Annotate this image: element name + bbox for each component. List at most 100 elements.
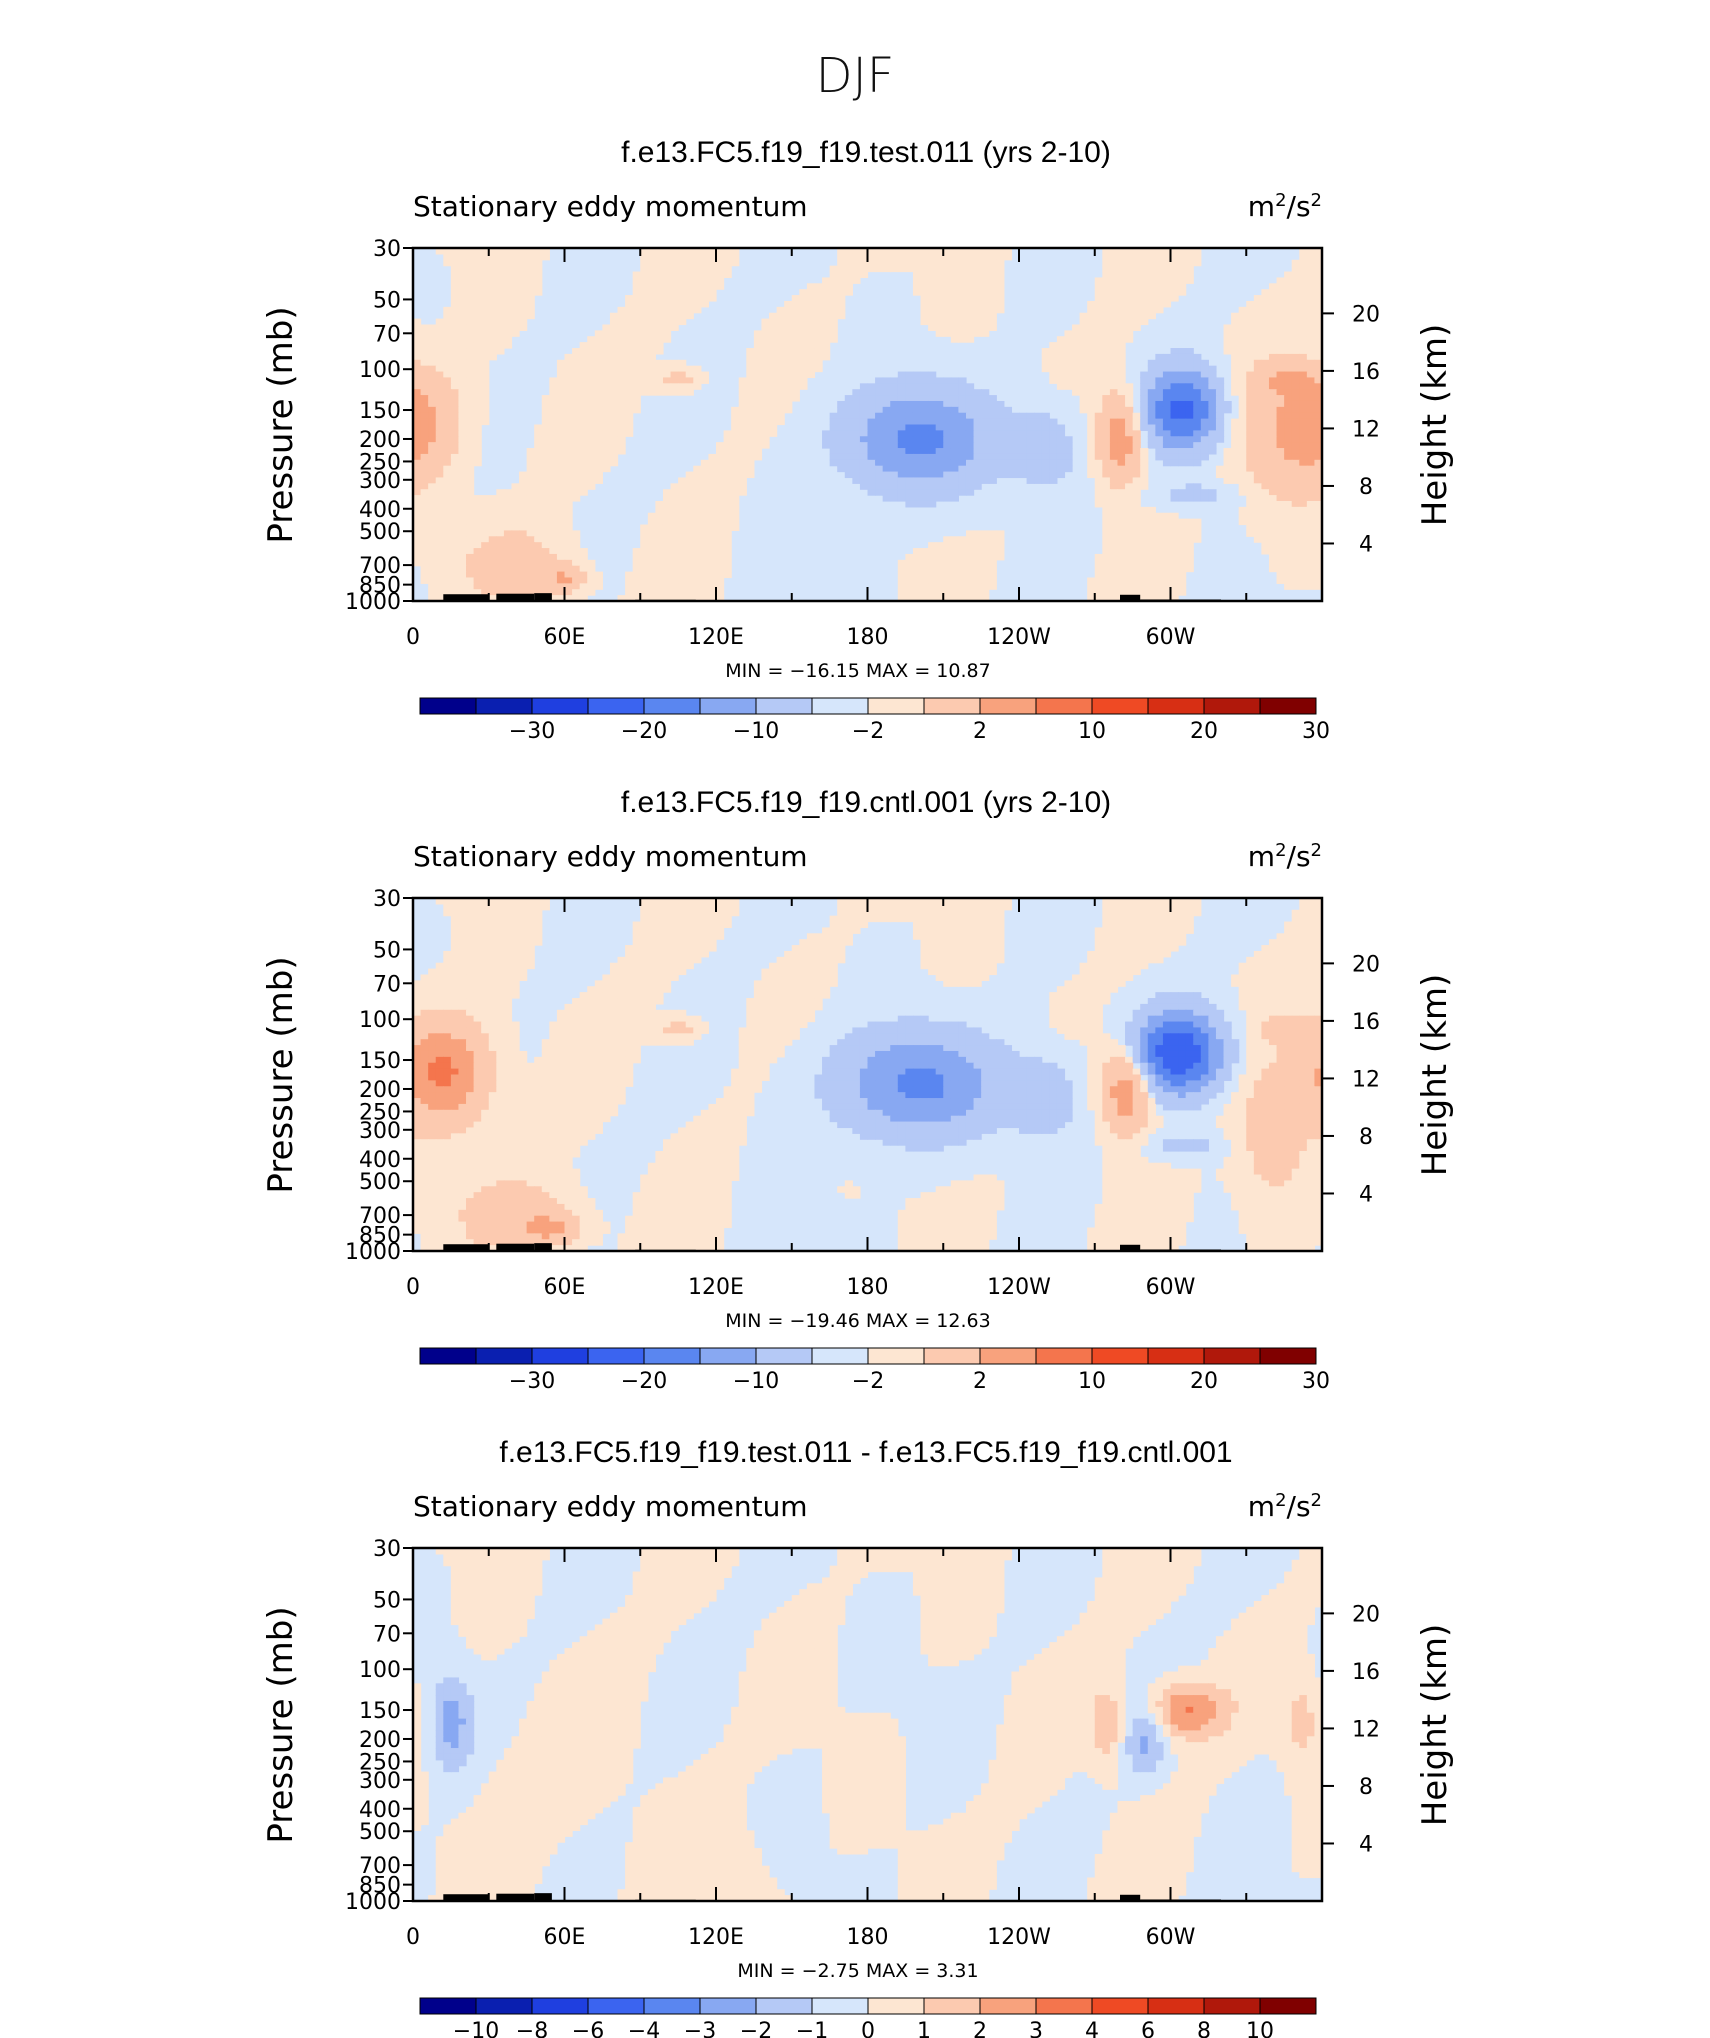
colorbar-bin <box>979 697 1037 715</box>
colorbar: −30 −20 −10 −2 2 10 20 30 <box>419 697 1330 744</box>
min-max-text: MIN = −16.15 MAX = 10.87 <box>725 660 990 682</box>
panel-control: f.e13.FC5.f19_f19.cntl.001 (yrs 2-10) St… <box>261 786 1455 1394</box>
y-tick-label: 250 <box>359 1750 401 1775</box>
colorbar-bin <box>811 1347 869 1365</box>
colorbar-label: −20 <box>621 719 667 744</box>
colorbar-bin <box>475 1997 533 2015</box>
colorbar-label: 2 <box>973 1369 987 1394</box>
y-tick-label: 1000 <box>345 1890 401 1915</box>
y-tick-label: 400 <box>359 1148 401 1173</box>
colorbar-bin <box>1259 1997 1317 2015</box>
height-tick-label: 20 <box>1352 1602 1380 1627</box>
colorbar-bin <box>1035 1997 1093 2015</box>
colorbar-label: 10 <box>1078 1369 1106 1394</box>
y-tick-label: 250 <box>359 450 401 475</box>
colorbar-label: −10 <box>733 719 779 744</box>
y-tick-label: 300 <box>359 1119 401 1144</box>
y-tick-label: 1000 <box>345 590 401 615</box>
y-tick-label: 700 <box>359 554 401 579</box>
x-tick-label: 60E <box>544 625 586 650</box>
contour-field <box>413 898 1322 1251</box>
y-axis-right-label: Height (km) <box>1415 324 1455 527</box>
y-tick-label: 300 <box>359 469 401 494</box>
colorbar-bin <box>1147 1997 1205 2015</box>
colorbar-label: 20 <box>1190 1369 1218 1394</box>
colorbar-label: −2 <box>740 2019 772 2038</box>
figure-title: DJF <box>816 48 895 104</box>
y-tick-label: 850 <box>359 574 401 599</box>
panel-test: f.e13.FC5.f19_f19.test.011 (yrs 2-10) St… <box>261 136 1455 744</box>
colorbar-bin <box>475 697 533 715</box>
colorbar-bin <box>867 1347 925 1365</box>
colorbar-label: 8 <box>1197 2019 1211 2038</box>
y-tick-label: 400 <box>359 1798 401 1823</box>
topography <box>1120 1894 1141 1901</box>
x-tick-label: 180 <box>847 625 889 650</box>
topography <box>534 593 552 601</box>
colorbar-bin <box>1147 697 1205 715</box>
colorbar-bin <box>587 1347 645 1365</box>
colorbar-bin <box>923 1347 981 1365</box>
y-tick-label: 700 <box>359 1854 401 1879</box>
colorbar-bin <box>1147 1347 1205 1365</box>
colorbar-label: 2 <box>973 719 987 744</box>
colorbar-label: −4 <box>628 2019 660 2038</box>
min-max-text: MIN = −2.75 MAX = 3.31 <box>737 1960 978 1982</box>
panel-difference: f.e13.FC5.f19_f19.test.011 - f.e13.FC5.f… <box>261 1436 1455 2038</box>
y-tick-label: 30 <box>373 1537 401 1562</box>
height-tick-label: 12 <box>1352 1067 1380 1092</box>
x-tick-label: 60W <box>1146 1275 1196 1300</box>
colorbar-bin <box>811 697 869 715</box>
height-tick-label: 20 <box>1352 302 1380 327</box>
y-tick-label: 200 <box>359 428 401 453</box>
y-tick-label: 1000 <box>345 1240 401 1265</box>
y-axis-label: Pressure (mb) <box>261 1606 301 1843</box>
x-tick-label: 180 <box>847 1925 889 1950</box>
y-tick-label: 500 <box>359 1820 401 1845</box>
colorbar-bin <box>1259 1347 1317 1365</box>
units-label: m2/s2 <box>1248 840 1322 873</box>
colorbar: −30 −20 −10 −2 2 10 20 30 <box>419 1347 1330 1394</box>
colorbar-label: −2 <box>852 719 884 744</box>
min-max-text: MIN = −19.46 MAX = 12.63 <box>725 1310 990 1332</box>
x-tick-label: 180 <box>847 1275 889 1300</box>
y-tick-label: 100 <box>359 1658 401 1683</box>
topography <box>443 594 489 601</box>
x-tick-label: 60E <box>544 1275 586 1300</box>
y-tick-label: 200 <box>359 1078 401 1103</box>
colorbar: −10 −8 −6 −4 −3 −2 −1 0 1 2 3 4 6 8 10 <box>419 1997 1317 2038</box>
colorbar-bin <box>867 1997 925 2015</box>
colorbar-label: −10 <box>453 2019 499 2038</box>
y-tick-label: 850 <box>359 1224 401 1249</box>
height-tick-label: 12 <box>1352 417 1380 442</box>
colorbar-bin <box>531 1997 589 2015</box>
panel-title: f.e13.FC5.f19_f19.cntl.001 (yrs 2-10) <box>621 786 1111 819</box>
y-axis-label: Pressure (mb) <box>261 956 301 1193</box>
colorbar-label: −30 <box>509 1369 555 1394</box>
topography <box>534 1243 552 1251</box>
y-tick-label: 70 <box>373 1622 401 1647</box>
x-tick-label: 120E <box>688 1925 744 1950</box>
y-tick-label: 150 <box>359 1049 401 1074</box>
y-tick-label: 200 <box>359 1728 401 1753</box>
colorbar-bin <box>587 697 645 715</box>
colorbar-bin <box>1035 697 1093 715</box>
height-tick-label: 12 <box>1352 1717 1380 1742</box>
y-axis-right-label: Height (km) <box>1415 974 1455 1177</box>
colorbar-label: 6 <box>1141 2019 1155 2038</box>
colorbar-label: 1 <box>917 2019 931 2038</box>
height-tick-label: 8 <box>1359 1125 1373 1150</box>
colorbar-label: −6 <box>572 2019 604 2038</box>
topography <box>1120 1244 1141 1251</box>
y-tick-label: 850 <box>359 1874 401 1899</box>
colorbar-label: 0 <box>861 2019 875 2038</box>
field-label: Stationary eddy momentum <box>413 1490 808 1523</box>
topography <box>534 1893 552 1901</box>
colorbar-bin <box>699 1997 757 2015</box>
x-tick-label: 0 <box>406 1275 420 1300</box>
height-tick-label: 16 <box>1352 1660 1380 1685</box>
x-tick-label: 0 <box>406 625 420 650</box>
contour-field <box>413 248 1322 601</box>
